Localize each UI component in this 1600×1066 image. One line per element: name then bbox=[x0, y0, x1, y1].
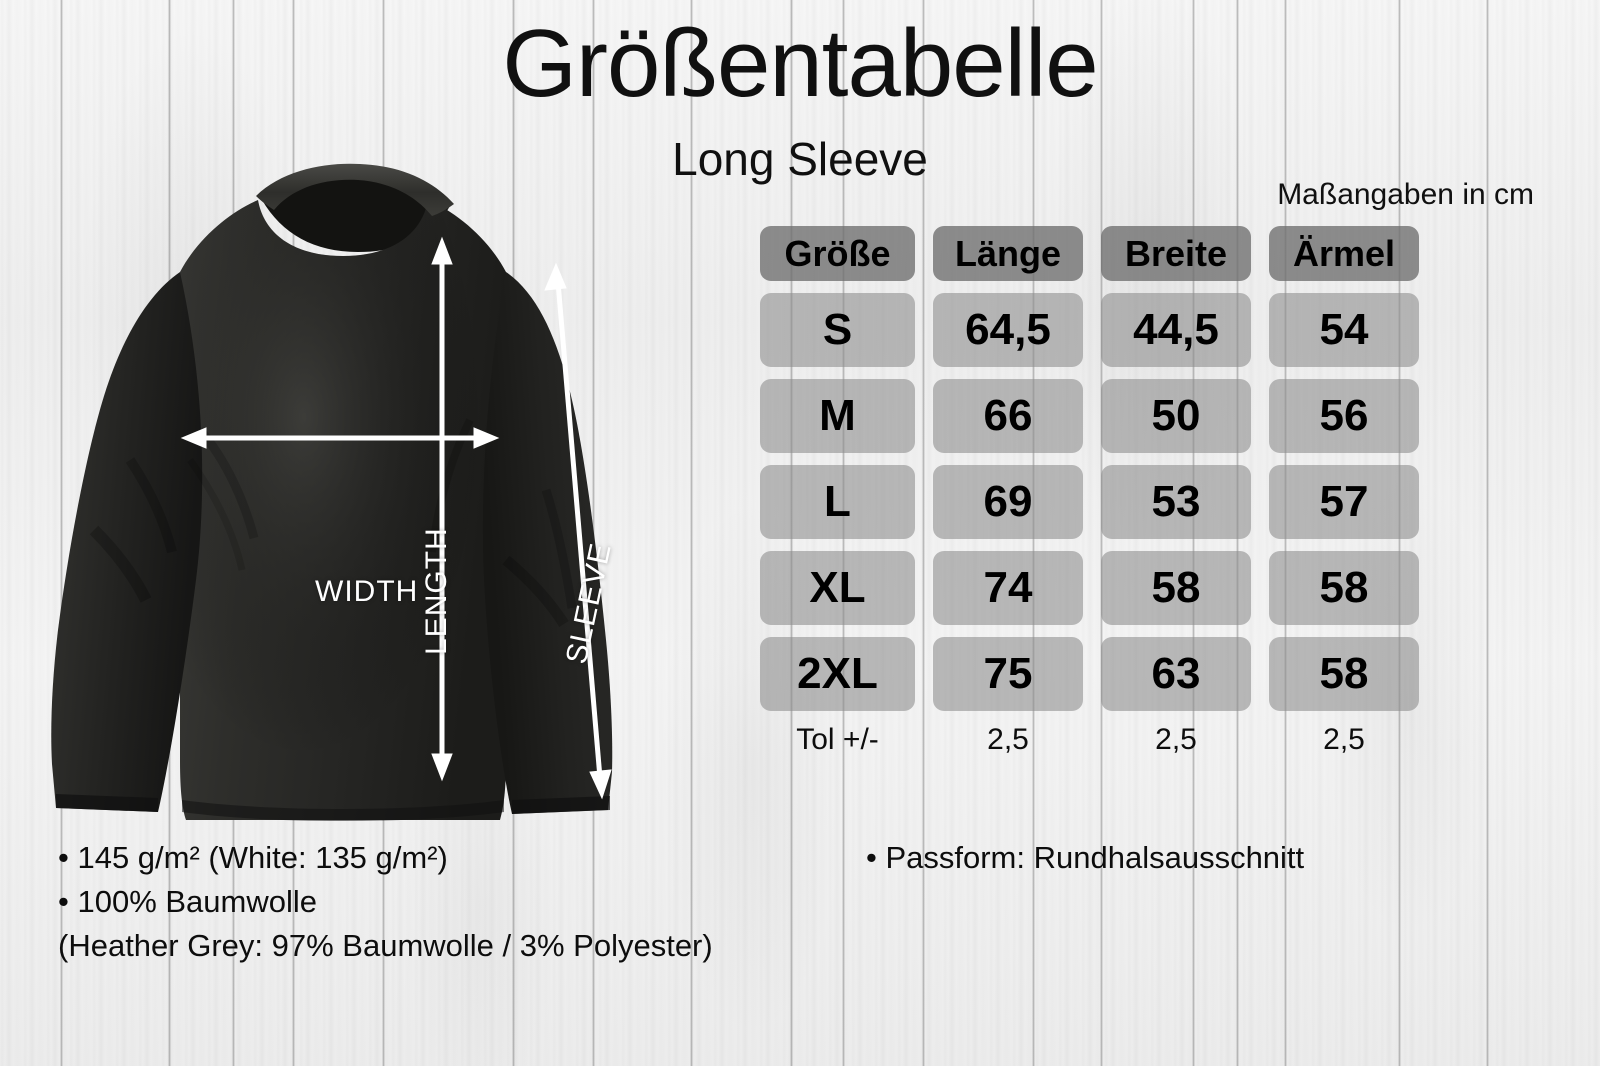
cell-size: 2XL bbox=[760, 637, 915, 711]
column-header-length: Länge bbox=[933, 226, 1083, 281]
column-header-size: Größe bbox=[760, 226, 915, 281]
tolerance-width: 2,5 bbox=[1155, 723, 1197, 756]
fabric-fold bbox=[89, 525, 152, 603]
table-header-row: Größe Länge Breite Ärmel bbox=[760, 226, 1538, 281]
cell-size: M bbox=[760, 379, 915, 453]
length-arrow-head-top bbox=[431, 236, 453, 265]
cell-width: 63 bbox=[1101, 637, 1251, 711]
sleeve-arrow-head-top bbox=[544, 262, 567, 291]
shirt-left-sleeve bbox=[51, 272, 203, 812]
cell-width: 58 bbox=[1101, 551, 1251, 625]
cell-sleeve: 57 bbox=[1269, 465, 1419, 539]
table-row: L 69 53 57 bbox=[760, 465, 1538, 539]
shirt-hem bbox=[182, 800, 504, 821]
fabric-fold bbox=[428, 418, 474, 553]
column-header-sleeve: Ärmel bbox=[1269, 226, 1419, 281]
width-arrow-head-right bbox=[473, 427, 500, 449]
detail-line: • Passform: Rundhalsausschnitt bbox=[866, 840, 1305, 875]
table-row: XL 74 58 58 bbox=[760, 551, 1538, 625]
fabric-fold bbox=[541, 488, 577, 609]
cell-width: 53 bbox=[1101, 465, 1251, 539]
table-row: 2XL 75 63 58 bbox=[760, 637, 1538, 711]
cell-size: S bbox=[760, 293, 915, 367]
width-arrow-head-left bbox=[180, 427, 207, 449]
cell-length: 66 bbox=[933, 379, 1083, 453]
column-header-width: Breite bbox=[1101, 226, 1251, 281]
measurement-arrows bbox=[180, 236, 612, 800]
garment-illustration: WIDTH LENGTH SLEEVE bbox=[30, 160, 660, 850]
cell-length: 75 bbox=[933, 637, 1083, 711]
detail-line: • 145 g/m² (White: 135 g/m²) bbox=[58, 840, 448, 875]
length-arrow-head-bottom bbox=[431, 753, 453, 782]
cell-sleeve: 54 bbox=[1269, 293, 1419, 367]
material-details: • 145 g/m² (White: 135 g/m²) • 100% Baum… bbox=[58, 836, 713, 968]
cell-length: 64,5 bbox=[933, 293, 1083, 367]
units-note: Maßangaben in cm bbox=[1277, 178, 1534, 211]
detail-line: • 100% Baumwolle bbox=[58, 884, 317, 920]
detail-line: (Heather Grey: 97% Baumwolle / 3% Polyes… bbox=[58, 928, 713, 964]
width-label: WIDTH bbox=[315, 575, 419, 608]
shirt-right-cuff bbox=[512, 796, 610, 814]
size-table: Größe Länge Breite Ärmel S 64,5 44,5 54 … bbox=[760, 226, 1538, 757]
cell-sleeve: 56 bbox=[1269, 379, 1419, 453]
plank-seam bbox=[922, 0, 925, 1066]
fabric-fold bbox=[187, 457, 246, 571]
page-subtitle: Long Sleeve bbox=[672, 133, 928, 185]
cell-size: L bbox=[760, 465, 915, 539]
tolerance-length: 2,5 bbox=[987, 723, 1029, 756]
shirt-right-sleeve bbox=[482, 272, 613, 814]
cell-size: XL bbox=[760, 551, 915, 625]
cell-length: 74 bbox=[933, 551, 1083, 625]
cell-width: 50 bbox=[1101, 379, 1251, 453]
fit-details: • Passform: Rundhalsausschnitt bbox=[866, 836, 1304, 880]
plank-seam bbox=[690, 0, 693, 1066]
tolerance-label: Tol +/- bbox=[796, 723, 879, 756]
cell-width: 44,5 bbox=[1101, 293, 1251, 367]
table-row: S 64,5 44,5 54 bbox=[760, 293, 1538, 367]
sleeve-arrow-line bbox=[555, 281, 603, 779]
shirt-left-cuff bbox=[56, 794, 158, 812]
cell-sleeve: 58 bbox=[1269, 637, 1419, 711]
sleeve-arrow-head-bottom bbox=[589, 769, 612, 800]
long-sleeve-shirt-graphic bbox=[51, 163, 613, 821]
table-row: M 66 50 56 bbox=[760, 379, 1538, 453]
fabric-fold bbox=[502, 555, 569, 627]
shirt-collar bbox=[256, 163, 454, 216]
tolerance-sleeve: 2,5 bbox=[1323, 723, 1365, 756]
cell-sleeve: 58 bbox=[1269, 551, 1419, 625]
cell-length: 69 bbox=[933, 465, 1083, 539]
shirt-chest-highlight bbox=[180, 200, 506, 820]
length-label: LENGTH bbox=[420, 527, 453, 655]
page-title: Größentabelle bbox=[502, 10, 1098, 117]
plank-seam bbox=[60, 0, 63, 1066]
tolerance-row: Tol +/- 2,5 2,5 2,5 bbox=[760, 723, 1538, 757]
plank-seam bbox=[1486, 0, 1489, 1066]
fabric-fold bbox=[125, 457, 177, 554]
